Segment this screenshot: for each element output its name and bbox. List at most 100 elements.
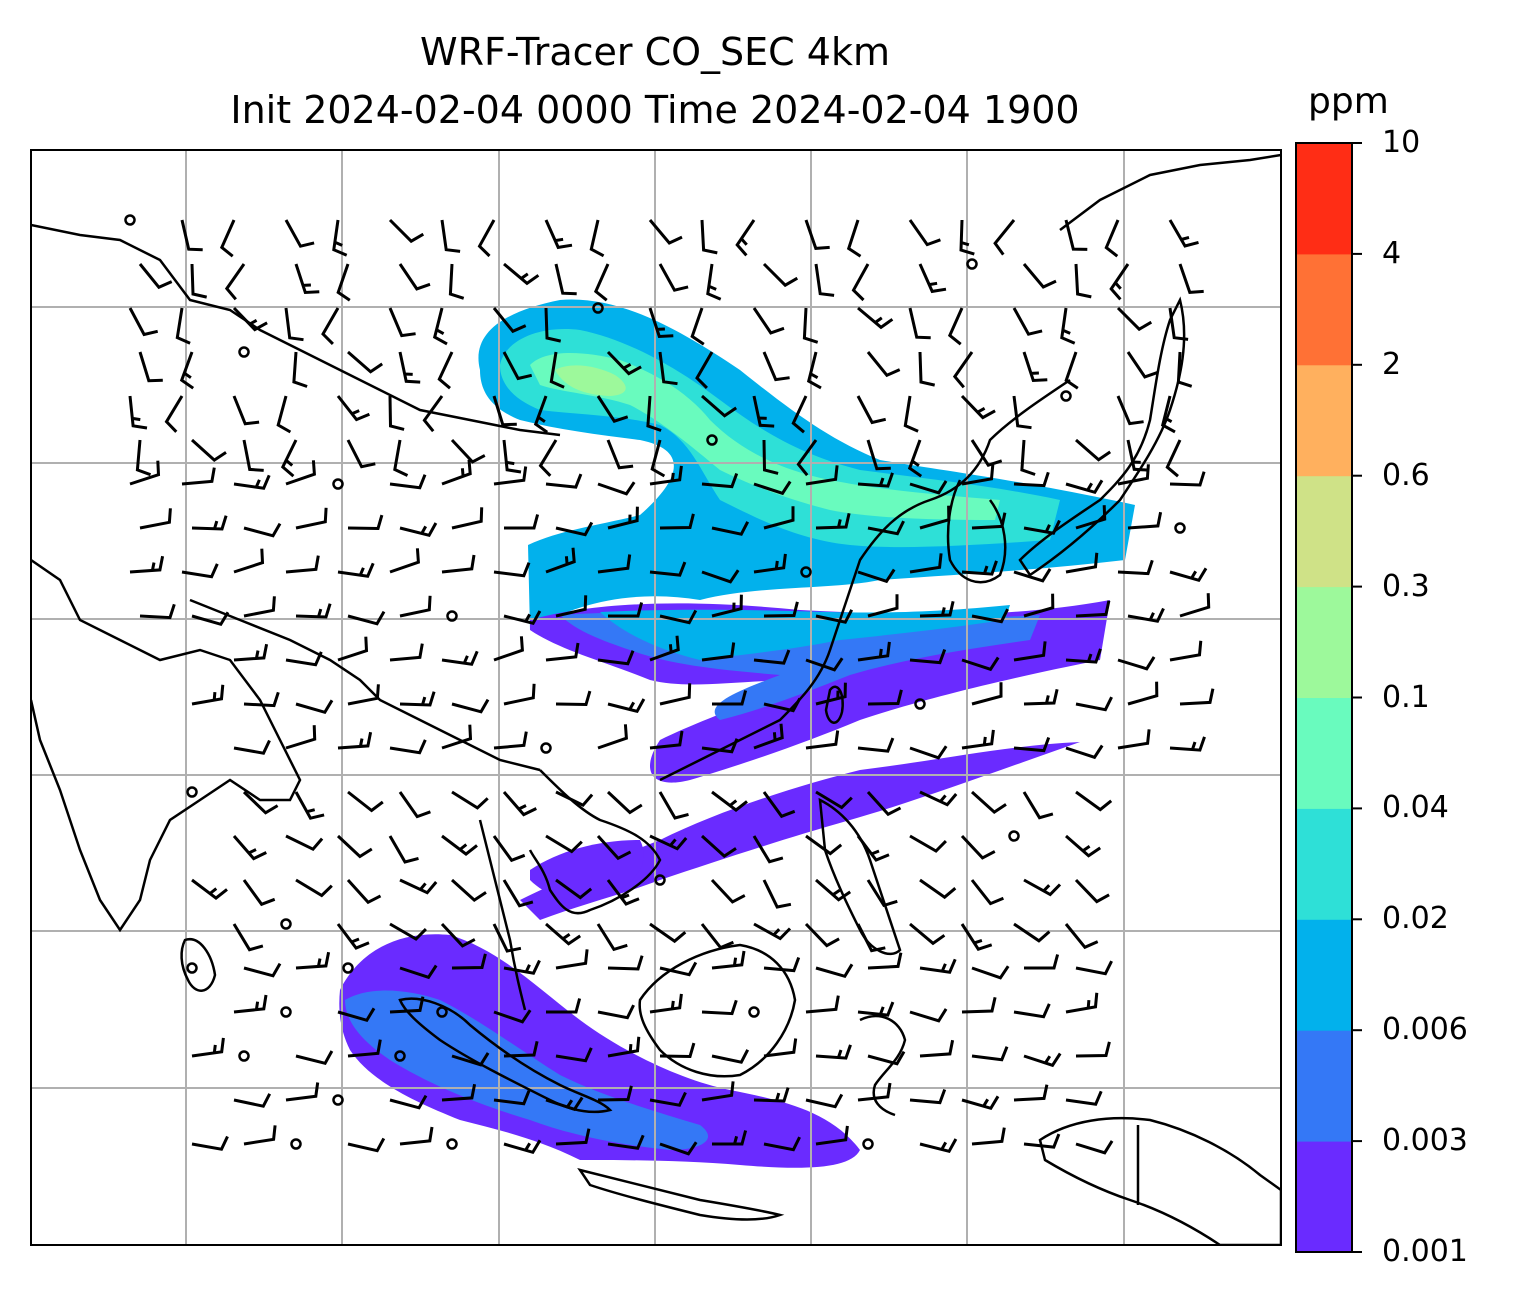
wind-barb bbox=[814, 263, 835, 297]
plume-south-mid bbox=[345, 990, 709, 1150]
wind-barb bbox=[597, 554, 632, 574]
calm-wind-marker bbox=[966, 258, 978, 270]
wind-barb bbox=[909, 834, 947, 853]
wind-barb bbox=[649, 635, 680, 662]
wind-barb bbox=[1117, 729, 1151, 750]
calm-wind-marker bbox=[1008, 830, 1020, 842]
wind-barb bbox=[233, 548, 265, 574]
wind-barb bbox=[242, 879, 276, 907]
wind-barb bbox=[1023, 1052, 1062, 1068]
colorbar-tick-label: 0.1 bbox=[1382, 679, 1430, 715]
wind-barb bbox=[805, 465, 839, 486]
wind-barb bbox=[805, 657, 844, 672]
wind-barb bbox=[399, 595, 432, 618]
wind-barb bbox=[1064, 351, 1079, 390]
wind-barb bbox=[815, 512, 851, 530]
wind-barb bbox=[867, 1050, 906, 1066]
wind-barb bbox=[959, 219, 975, 256]
wind-barb bbox=[1179, 593, 1211, 618]
wind-barb bbox=[1169, 567, 1208, 583]
wind-barb bbox=[492, 395, 517, 427]
wind-barb bbox=[1075, 696, 1113, 712]
calm-wind-marker bbox=[280, 1006, 292, 1018]
calm-wind-marker bbox=[446, 1138, 458, 1150]
wind-barb bbox=[866, 351, 901, 378]
wind-barb bbox=[762, 262, 799, 288]
wind-barb bbox=[555, 949, 589, 970]
wind-barb bbox=[701, 394, 738, 418]
wind-barb bbox=[1075, 1140, 1114, 1155]
wind-barb bbox=[1023, 688, 1059, 706]
wind-barb bbox=[805, 730, 840, 750]
wind-barb bbox=[919, 958, 957, 974]
wind-barb bbox=[388, 835, 419, 864]
wind-barb bbox=[285, 555, 320, 574]
wind-barb bbox=[866, 439, 891, 471]
wind-barb bbox=[545, 547, 576, 574]
wind-barb bbox=[1013, 1084, 1049, 1102]
wind-barb bbox=[337, 1007, 376, 1023]
wind-barb bbox=[450, 438, 486, 464]
wind-barb bbox=[1013, 471, 1050, 488]
wind-barb bbox=[659, 683, 692, 706]
wind-barb bbox=[909, 1088, 947, 1105]
coastline-taiwan bbox=[824, 685, 844, 724]
wind-barb bbox=[971, 682, 1003, 706]
wind-barb bbox=[389, 1094, 428, 1110]
wind-barb bbox=[971, 965, 1010, 980]
wind-barb bbox=[295, 878, 333, 898]
calm-wind-marker bbox=[186, 786, 198, 798]
colorbar-segment bbox=[1296, 143, 1352, 255]
wind-barb bbox=[1074, 263, 1092, 299]
wind-barb bbox=[502, 439, 522, 474]
wind-barb bbox=[284, 307, 304, 342]
colorbar-segment bbox=[1296, 475, 1352, 588]
wind-barb bbox=[503, 1040, 539, 1058]
wind-barb bbox=[399, 1126, 434, 1146]
wind-barb bbox=[857, 641, 891, 662]
wind-barb bbox=[545, 473, 583, 489]
wind-barb bbox=[706, 263, 722, 301]
coastline-new-guinea bbox=[1038, 1116, 1281, 1245]
wind-barb bbox=[753, 723, 784, 750]
wind-barb bbox=[649, 465, 683, 486]
wind-barb bbox=[448, 263, 465, 300]
calm-wind-marker bbox=[238, 346, 250, 358]
wind-barb bbox=[867, 594, 899, 618]
wind-barb bbox=[857, 737, 895, 753]
wind-barb bbox=[336, 834, 373, 859]
wind-barb bbox=[607, 955, 644, 971]
wind-barb bbox=[242, 790, 279, 815]
wind-barb bbox=[295, 1050, 334, 1066]
colorbar-segment bbox=[1296, 586, 1352, 698]
wind-barb bbox=[295, 699, 334, 715]
wind-barb bbox=[399, 964, 438, 980]
wind-barb bbox=[337, 562, 375, 578]
calm-wind-marker bbox=[862, 1138, 874, 1150]
wind-barb bbox=[285, 460, 316, 486]
wind-barb bbox=[866, 790, 902, 817]
wind-barb bbox=[993, 219, 1016, 256]
map-title: WRF-Tracer CO_SEC 4km bbox=[420, 30, 890, 74]
wind-barb bbox=[919, 1138, 958, 1154]
wind-barb bbox=[545, 834, 583, 854]
wind-barb bbox=[752, 395, 775, 428]
colorbar-segment bbox=[1296, 808, 1352, 920]
wind-barb bbox=[908, 219, 941, 247]
wind-barb bbox=[493, 1009, 532, 1024]
colorbar-tick-label: 0.3 bbox=[1382, 568, 1430, 604]
wind-barb bbox=[805, 834, 843, 856]
wind-barb bbox=[857, 1082, 892, 1102]
wind-barb bbox=[919, 1039, 955, 1058]
wind-barb bbox=[441, 1083, 477, 1102]
wind-barb bbox=[961, 1095, 1000, 1111]
wind-barb bbox=[690, 307, 705, 346]
wind-barb bbox=[389, 548, 420, 574]
map-frame bbox=[30, 149, 1282, 1246]
plume-south-outer bbox=[339, 934, 860, 1168]
map-subtitle: Init 2024-02-04 0000 Time 2024-02-04 190… bbox=[230, 88, 1080, 132]
wind-barb bbox=[1023, 519, 1061, 535]
wind-barb bbox=[398, 791, 431, 819]
wind-barb bbox=[389, 996, 425, 1014]
wind-barb bbox=[960, 834, 996, 860]
